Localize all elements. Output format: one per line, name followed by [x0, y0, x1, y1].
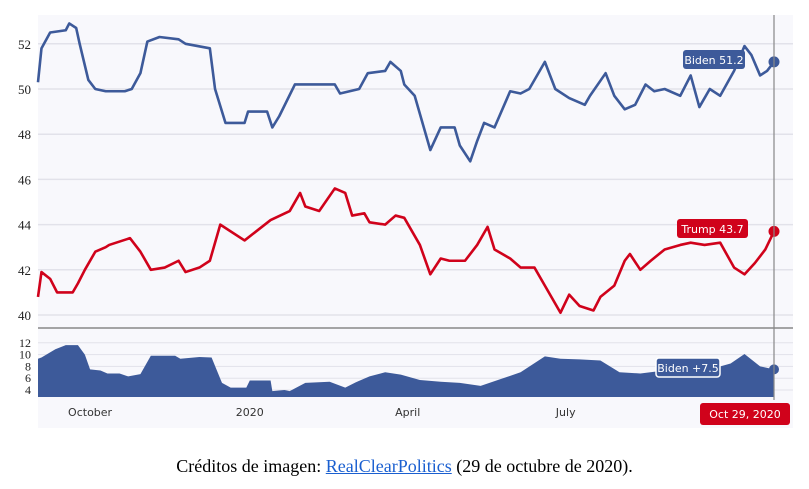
series-line-biden: [36, 22, 776, 163]
caption-prefix: Créditos de imagen:: [176, 456, 326, 476]
series-line-trump: [36, 187, 776, 315]
x-tick-label: 2020: [236, 406, 264, 419]
y-tick-label-spread: 10: [19, 348, 31, 362]
y-tick-label: 50: [18, 82, 31, 97]
x-tick-label: July: [555, 406, 576, 419]
spread-badge: Biden +7.5: [657, 362, 719, 375]
x-tick-label: October: [68, 406, 112, 419]
y-tick-label-spread: 4: [25, 383, 31, 397]
y-tick-label: 46: [18, 172, 32, 187]
spread-area: [38, 345, 774, 397]
caption-suffix: (29 de octubre de 2020).: [451, 456, 633, 476]
y-tick-label-spread: 8: [25, 359, 31, 373]
y-tick-label: 48: [18, 127, 31, 142]
y-tick-label-spread: 12: [19, 336, 31, 350]
y-tick-label: 52: [18, 37, 31, 52]
image-caption: Créditos de imagen: RealClearPolitics (2…: [0, 456, 809, 477]
cursor-date-box: [700, 403, 790, 425]
y-tick-label-spread: 6: [25, 371, 31, 385]
trump-badge: Trump 43.7: [680, 223, 743, 236]
x-tick-label: April: [395, 406, 420, 419]
biden-badge: Biden 51.2: [684, 54, 743, 67]
spread-badge-box: [655, 357, 721, 378]
y-tick-label: 44: [18, 218, 32, 233]
cursor-date-label: Oct 29, 2020: [709, 408, 781, 421]
y-tick-label: 40: [18, 308, 31, 323]
y-tick-label: 42: [18, 263, 31, 278]
source-link[interactable]: RealClearPolitics: [325, 456, 452, 476]
biden-badge-box: [683, 50, 745, 69]
trump-badge-box: [677, 219, 748, 238]
